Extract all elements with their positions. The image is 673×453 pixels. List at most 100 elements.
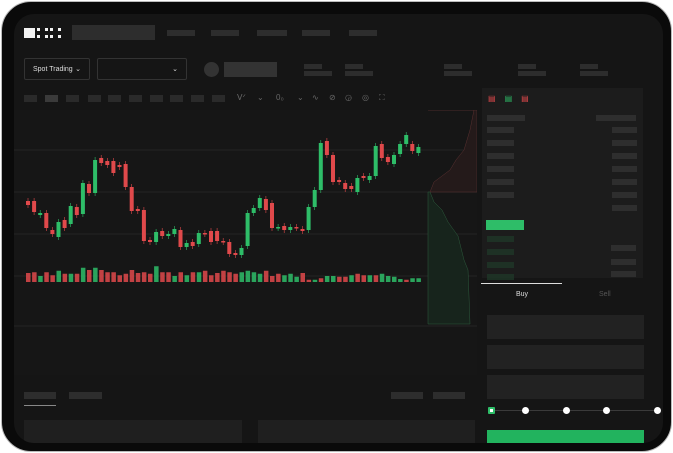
slider-stop-100[interactable] <box>654 407 661 414</box>
filter-button[interactable] <box>391 392 423 399</box>
volume-bar <box>288 273 293 282</box>
candle <box>404 135 409 144</box>
amount-input[interactable] <box>487 345 644 369</box>
trading-mode-select[interactable]: Spot Trading ⌄ <box>24 58 90 80</box>
indicator-icon[interactable]: ᐯᐟ <box>237 93 246 102</box>
bid-price <box>487 236 514 242</box>
interval-button[interactable] <box>108 95 121 102</box>
volume-bar <box>160 272 165 282</box>
candle <box>99 158 104 163</box>
candle <box>251 208 256 213</box>
interval-button[interactable] <box>129 95 142 102</box>
chart-type-icon[interactable]: ⌄ <box>257 93 264 102</box>
settings-icon[interactable]: ◎ <box>362 93 369 102</box>
book-header-price <box>487 115 525 121</box>
volume-bar <box>44 272 49 282</box>
buy-tab-underline <box>481 283 562 284</box>
candle <box>331 155 335 182</box>
ask-amount <box>612 166 637 172</box>
draw-icon[interactable]: ⊘ <box>329 93 336 102</box>
volume-bar <box>129 270 135 282</box>
book-bids-icon[interactable]: ▤ <box>504 94 513 103</box>
fullscreen-icon[interactable]: ⛶ <box>379 93 385 102</box>
tab-history[interactable] <box>69 392 102 399</box>
volume-bar <box>178 272 183 282</box>
book-both-icon[interactable]: ▤ <box>488 94 496 103</box>
search-bar[interactable] <box>72 25 155 40</box>
nav-item[interactable] <box>349 30 377 36</box>
nav-item[interactable] <box>257 30 287 36</box>
nav-item[interactable] <box>302 30 330 36</box>
slider-stop-25[interactable] <box>522 407 529 414</box>
total-input[interactable] <box>487 375 644 399</box>
candle <box>221 241 226 243</box>
slider-handle[interactable] <box>488 407 495 414</box>
volume-bar <box>80 267 86 282</box>
candle <box>154 232 159 242</box>
tab-sell[interactable]: Sell <box>599 291 611 298</box>
candle <box>392 155 396 164</box>
interval-button[interactable] <box>45 95 58 102</box>
slider-stop-50[interactable] <box>563 407 570 414</box>
interval-icon[interactable]: 0₀ <box>276 93 284 102</box>
chevron-down-icon[interactable]: ⌄ <box>297 93 304 102</box>
interval-button[interactable] <box>170 95 183 102</box>
book-asks-icon[interactable]: ▤ <box>521 94 529 103</box>
bid-price <box>487 274 514 280</box>
price-chart[interactable] <box>14 109 478 375</box>
tab-buy[interactable]: Buy <box>516 291 529 298</box>
amount-slider-track[interactable] <box>491 410 661 411</box>
interval-button[interactable] <box>24 95 37 102</box>
interval-button[interactable] <box>88 95 101 102</box>
volume-bar <box>111 272 116 282</box>
candle <box>93 160 98 193</box>
candlestick-chart <box>14 109 478 327</box>
stat-value <box>580 71 608 76</box>
nav-item[interactable] <box>211 30 239 36</box>
volume-bar <box>337 276 342 282</box>
interval-button[interactable] <box>212 95 225 102</box>
volume-bar <box>148 273 153 282</box>
candle <box>196 233 201 244</box>
candle <box>129 187 134 211</box>
volume-bar <box>385 276 391 282</box>
candle <box>318 143 323 190</box>
volume-bar <box>343 276 348 282</box>
bid-price <box>487 249 514 255</box>
candle <box>337 180 342 182</box>
candle <box>245 213 250 246</box>
pair-select[interactable]: ⌄ <box>97 58 187 80</box>
interval-button[interactable] <box>191 95 204 102</box>
volume-bar <box>32 272 37 282</box>
volume-bar <box>50 275 55 282</box>
stat-label <box>518 64 536 69</box>
slider-stop-75[interactable] <box>603 407 610 414</box>
tab-orders[interactable] <box>24 392 56 399</box>
line-icon[interactable]: ∿ <box>312 93 319 102</box>
volume-bar <box>306 279 312 282</box>
buy-button[interactable] <box>487 430 644 443</box>
volume-bar <box>251 272 257 282</box>
candle <box>215 231 220 241</box>
candle <box>343 183 348 189</box>
orders-panel <box>24 420 242 443</box>
ask-amount <box>612 140 637 146</box>
stat-value <box>304 71 332 76</box>
last-price-highlight <box>486 220 524 230</box>
interval-button[interactable] <box>66 95 79 102</box>
candle <box>233 253 238 255</box>
candle <box>398 144 403 154</box>
volume-bar <box>56 270 61 282</box>
candle <box>373 146 378 176</box>
ask-price <box>487 153 514 159</box>
candle <box>38 213 43 215</box>
price-input[interactable] <box>487 315 644 339</box>
filter-button[interactable] <box>433 392 465 399</box>
candle <box>355 178 360 192</box>
volume-bar <box>410 278 415 282</box>
interval-button[interactable] <box>150 95 163 102</box>
nav-item[interactable] <box>167 30 195 36</box>
camera-icon[interactable]: ◶ <box>345 93 352 102</box>
volume-bar <box>105 272 110 282</box>
candle <box>306 207 311 230</box>
